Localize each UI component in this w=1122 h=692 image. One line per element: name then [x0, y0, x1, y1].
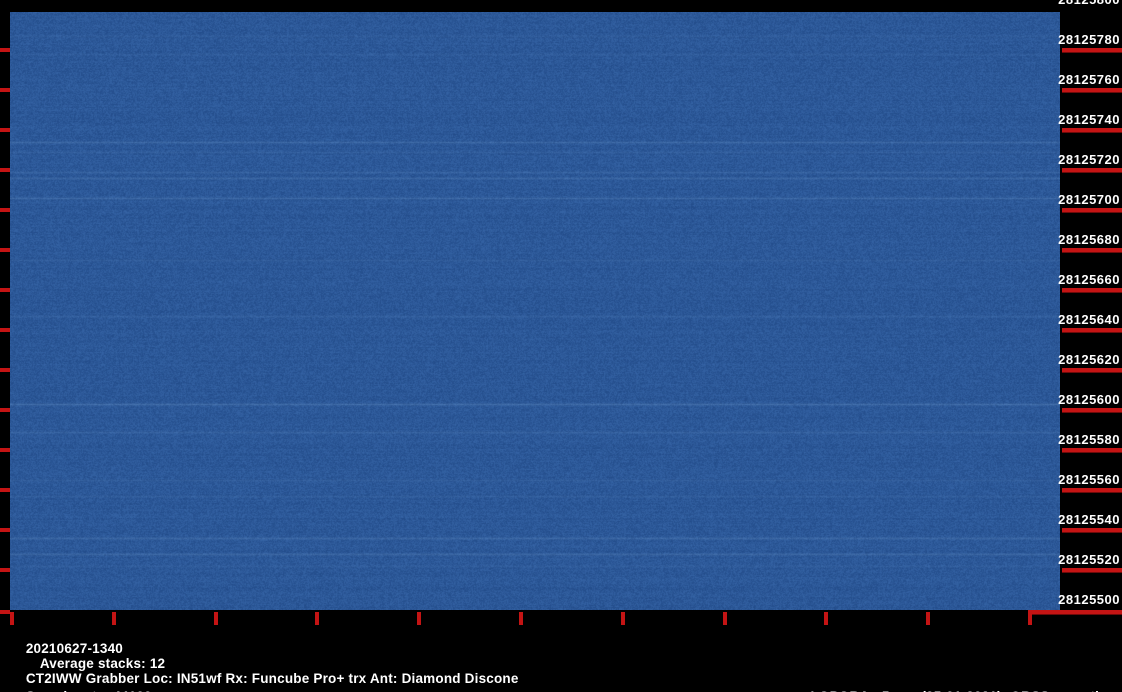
freq-tick-bar — [1062, 408, 1122, 412]
freq-tick-label: 28125680 — [1050, 233, 1120, 247]
freq-tick-label: 28125720 — [1050, 153, 1120, 167]
time-tick — [10, 612, 14, 625]
freq-tick-label: 28125580 — [1050, 433, 1120, 447]
freq-tick-left — [0, 208, 10, 212]
freq-tick-left — [0, 528, 10, 532]
freq-tick-left — [0, 248, 10, 252]
freq-tick-bar — [1062, 568, 1122, 572]
freq-tick-label: 28125740 — [1050, 113, 1120, 127]
freq-tick-bar — [1062, 288, 1122, 292]
freq-tick-bar — [1062, 448, 1122, 452]
freq-tick-left — [0, 328, 10, 332]
freq-tick-left — [0, 128, 10, 132]
freq-tick-label: 28125660 — [1050, 273, 1120, 287]
freq-tick-label: 28125640 — [1050, 313, 1120, 327]
freq-tick-label: 28125540 — [1050, 513, 1120, 527]
freq-tick-bar — [1062, 328, 1122, 332]
freq-tick-bar — [1062, 368, 1122, 372]
freq-tick-bar — [1062, 528, 1122, 532]
time-tick — [723, 612, 727, 625]
freq-tick-bar — [1062, 128, 1122, 132]
freq-tick-left — [0, 568, 10, 572]
freq-tick-bar — [1062, 88, 1122, 92]
freq-tick-bar — [1062, 48, 1122, 52]
freq-tick-left — [0, 408, 10, 412]
freq-tick-label: 28125560 — [1050, 473, 1120, 487]
freq-tick-bar — [1062, 488, 1122, 492]
freq-tick-left — [0, 368, 10, 372]
freq-tick-left — [0, 488, 10, 492]
freq-tick-bar — [1062, 208, 1122, 212]
freq-tick-label: 28125780 — [1050, 33, 1120, 47]
freq-tick-label: 28125700 — [1050, 193, 1120, 207]
freq-tick-label: 28125760 — [1050, 73, 1120, 87]
software-version-line: LOPORA-v5e.py (05-01-2021): QRSS recepti… — [795, 674, 1116, 692]
time-tick — [519, 612, 523, 625]
time-tick — [621, 612, 625, 625]
freq-tick-left — [0, 288, 10, 292]
time-tick — [417, 612, 421, 625]
time-tick — [824, 612, 828, 625]
freq-tick-label: 28125520 — [1050, 553, 1120, 567]
freq-tick-left — [0, 168, 10, 172]
settings-line: Sample rate: 44100 FFTsamples: 131072 Ba… — [10, 674, 185, 692]
qrss-grabber-screen: 28125800 28125780 28125760 28125740 28125720… — [0, 0, 1122, 692]
time-tick — [214, 612, 218, 625]
freq-tick-label: 28125620 — [1050, 353, 1120, 367]
freq-tick-label: 28125800 — [1050, 0, 1120, 7]
time-tick — [1028, 612, 1032, 625]
timestamp: 20210627-1340 — [26, 641, 123, 656]
freq-tick-label: 28125500 — [1050, 593, 1120, 607]
freq-tick-bar — [1062, 248, 1122, 252]
freq-tick-bar — [1028, 610, 1122, 614]
freq-tick-left — [0, 448, 10, 452]
spectrogram-waterfall — [10, 12, 1060, 610]
freq-tick-left — [0, 88, 10, 92]
freq-tick-left — [0, 610, 10, 614]
freq-tick-bar — [1062, 168, 1122, 172]
time-tick — [112, 612, 116, 625]
time-tick — [926, 612, 930, 625]
freq-tick-label: 28125600 — [1050, 393, 1120, 407]
freq-tick-left — [0, 48, 10, 52]
time-tick — [315, 612, 319, 625]
